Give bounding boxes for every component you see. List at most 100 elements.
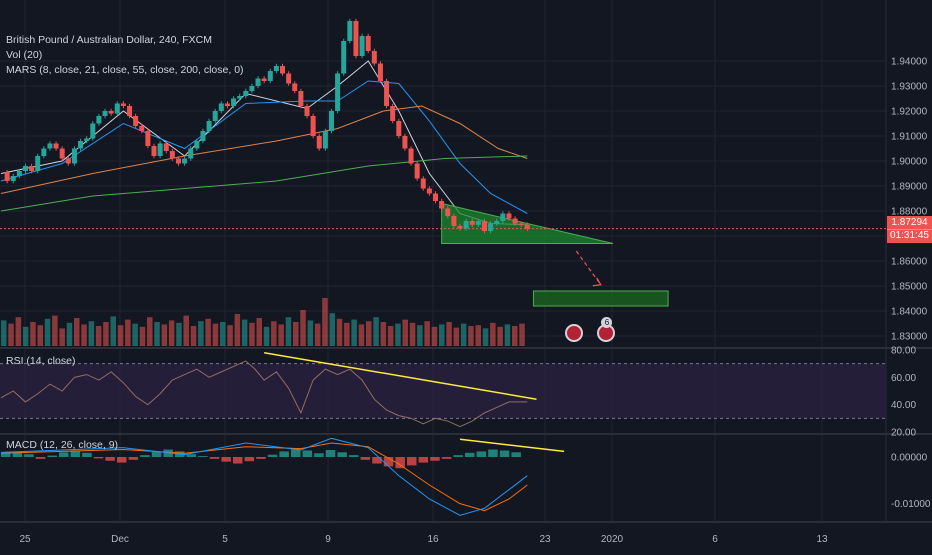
candle-body [102,111,108,116]
volume-bar [344,322,350,346]
price-tick-label: 1.91000 [891,132,928,143]
macd-tick-label: 0.00000 [891,453,928,464]
candle-body [457,226,463,229]
volume-bar [431,326,438,346]
candle-body [127,106,133,116]
candle-body [249,86,255,91]
volume-bar [409,322,416,346]
candle-body [120,103,126,106]
volume-bar [439,324,445,346]
candle-body [420,178,426,189]
candle-body [133,116,139,126]
volume-bar [278,324,284,346]
macd-histogram-bar [267,454,278,457]
drawing-annotations [0,202,886,307]
volume-bar [271,321,277,346]
price-tick-label: 1.85000 [891,282,928,293]
macd-histogram-bar [291,448,301,457]
volume-bar [351,319,357,346]
macd-histogram-bar [35,457,46,459]
time-tick-label: 9 [325,534,331,545]
mars-indicator-label[interactable]: MARS (8, close, 21, close, 55, close, 20… [6,64,244,76]
volume-bar [512,326,518,346]
candle-body [243,91,249,96]
candle-body [506,213,512,219]
macd-histogram-bar [337,452,347,457]
symbol-title[interactable]: British Pound / Australian Dollar, 240, … [6,34,213,46]
volume-bar [176,322,182,346]
price-tick-label: 1.90000 [891,157,928,168]
volume-indicator-label[interactable]: Vol (20) [6,49,43,61]
macd-histogram-bar [1,453,11,457]
moving-average-line [0,155,528,212]
forecast-arrowhead [592,277,602,287]
uk-flag-icon[interactable]: 6 [597,317,616,342]
candle-body [280,66,286,74]
candle-body [237,96,243,99]
candle-body [433,193,439,201]
volume-bar [417,325,423,346]
volume-bar [132,323,138,346]
time-axis: 25 Dec 5 9 16 23 2020 6 13 [19,534,828,545]
candle-body [90,123,96,139]
macd-histogram-bar [407,457,417,466]
macd-histogram-bar [82,452,92,457]
macd-histogram-bar [198,456,208,457]
volume-bar [300,310,306,346]
candle-body [218,103,224,111]
rsi-tick-label: 20.00 [891,428,916,439]
macd-histogram-bar [256,457,266,459]
macd-histogram-bar [117,457,127,463]
candle-body [114,103,120,114]
rsi-legend[interactable]: RSI (14, close) [6,355,76,367]
volume-bar [249,322,255,346]
candle-body [169,151,175,159]
macd-histogram-bar [59,452,69,457]
candle-body [384,81,390,106]
macd-histogram-bar [476,451,487,457]
volume-bar [475,325,481,346]
rsi-band [0,363,886,419]
candle-body [469,221,475,225]
candle-body [481,221,487,231]
volume-bar [446,322,452,346]
volume-bar [263,326,270,346]
macd-histogram-bar [383,457,394,467]
volume-bar [30,322,36,346]
candle-body [347,21,353,41]
candle-body [500,213,506,221]
volume-bar [81,324,87,346]
volume-bar [205,318,211,346]
volume-bar [154,322,160,346]
volume-bar [424,321,430,346]
volume-bar [88,321,95,346]
uk-flag-icon[interactable] [565,324,583,342]
volume-bar [183,315,189,346]
price-tick-label: 1.94000 [891,57,928,68]
candle-body [10,176,16,181]
macd-legend[interactable]: MACD (12, 26, close, 9) [6,439,119,451]
candle-body [139,126,145,131]
macd-histogram-bar [511,452,521,457]
candle-body [96,116,102,124]
volume-bar [373,317,379,346]
rsi-tick-label: 60.00 [891,373,916,384]
volume-bar [497,326,503,346]
price-tick-label: 1.84000 [891,307,928,318]
volume-bar [15,317,22,346]
volume-bar [212,323,219,346]
event-count-badge: 6 [601,317,613,328]
macd-histogram-bar [453,455,463,457]
candle-body [377,63,383,81]
last-price-value: 1.87294 [891,217,928,228]
volume-bar [380,322,387,346]
candle-body [22,166,28,171]
volume-bar [395,323,401,346]
price-tick-label: 1.89000 [891,182,928,193]
candles [4,18,530,234]
volume-bar [387,326,394,346]
macd-histogram-bar [430,457,440,461]
candle-body [16,171,22,176]
candle-body [439,201,445,209]
